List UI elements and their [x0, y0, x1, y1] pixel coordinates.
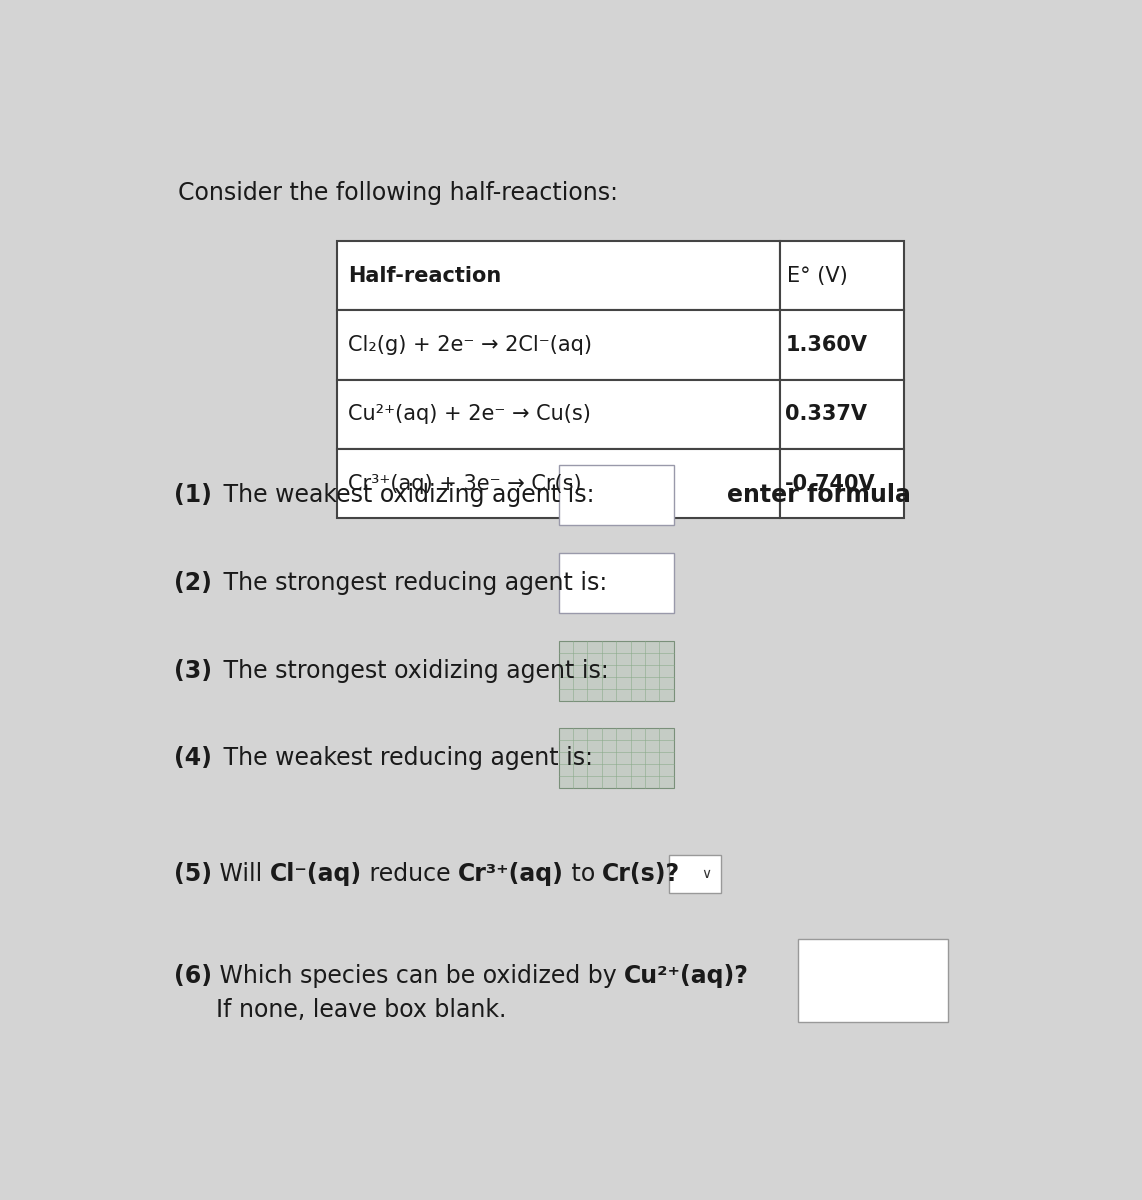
Text: to: to [564, 862, 602, 886]
Bar [780, 449, 904, 518]
Bar [338, 379, 780, 449]
Text: (4): (4) [174, 746, 211, 770]
Text: Cr(s)?: Cr(s)? [602, 862, 681, 886]
Text: The strongest reducing agent is:: The strongest reducing agent is: [216, 571, 608, 595]
Bar [338, 311, 780, 379]
Text: (1): (1) [174, 484, 211, 508]
Text: Half-reaction: Half-reaction [348, 265, 501, 286]
Text: The weakest oxidizing agent is:: The weakest oxidizing agent is: [216, 484, 595, 508]
Text: (5): (5) [174, 862, 211, 886]
Text: Which species can be oxidized by: Which species can be oxidized by [211, 964, 624, 988]
Text: Cr³⁺(aq): Cr³⁺(aq) [458, 862, 564, 886]
Bar [780, 241, 904, 311]
Bar [669, 854, 721, 893]
Text: The weakest reducing agent is:: The weakest reducing agent is: [216, 746, 593, 770]
Bar [558, 466, 674, 526]
Text: 1.360V: 1.360V [786, 335, 867, 355]
Text: Cu²⁺(aq) + 2e⁻ → Cu(s): Cu²⁺(aq) + 2e⁻ → Cu(s) [348, 404, 590, 425]
Text: Cu²⁺(aq)?: Cu²⁺(aq)? [624, 964, 749, 988]
Text: (2): (2) [174, 571, 211, 595]
Text: 0.337V: 0.337V [786, 404, 867, 425]
Text: reduce: reduce [362, 862, 458, 886]
Text: (6): (6) [174, 964, 211, 988]
Bar [338, 449, 780, 518]
Bar [558, 728, 674, 788]
Text: The strongest oxidizing agent is:: The strongest oxidizing agent is: [216, 659, 609, 683]
Text: (3): (3) [174, 659, 211, 683]
Text: Cl⁻(aq): Cl⁻(aq) [270, 862, 362, 886]
Bar [558, 641, 674, 701]
Text: Cr³⁺(aq) + 3e⁻ → Cr(s): Cr³⁺(aq) + 3e⁻ → Cr(s) [348, 474, 581, 493]
Text: Consider the following half-reactions:: Consider the following half-reactions: [178, 181, 618, 205]
Text: Cl₂(g) + 2e⁻ → 2Cl⁻(aq): Cl₂(g) + 2e⁻ → 2Cl⁻(aq) [348, 335, 592, 355]
Bar [797, 938, 948, 1022]
Text: Will: Will [211, 862, 270, 886]
Bar [338, 241, 780, 311]
Text: -0.740V: -0.740V [786, 474, 876, 493]
Text: If none, leave box blank.: If none, leave box blank. [216, 997, 507, 1021]
Bar [780, 379, 904, 449]
Text: E° (V): E° (V) [787, 265, 847, 286]
Text: enter formula: enter formula [727, 484, 911, 508]
Bar [780, 311, 904, 379]
Text: ∨: ∨ [701, 866, 711, 881]
Bar [558, 553, 674, 613]
